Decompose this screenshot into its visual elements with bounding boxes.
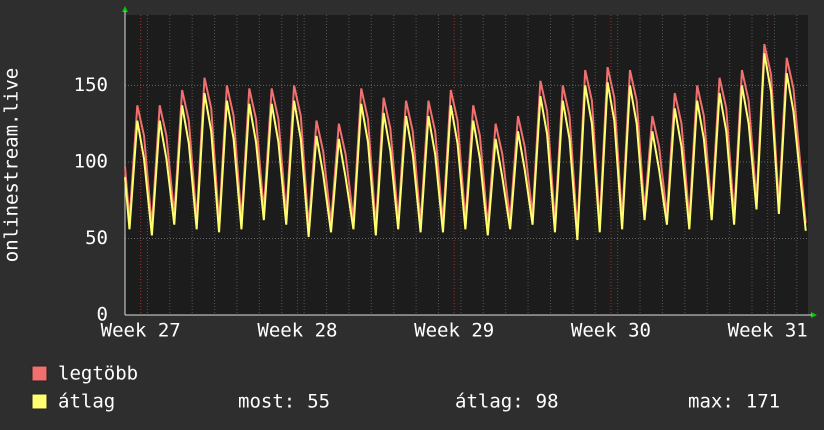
x-tick-label: Week 30 (571, 320, 651, 342)
stat-label: most: (238, 391, 295, 413)
y-axis-label: onlinestream.live (1, 68, 23, 262)
y-tick-label: 100 (74, 150, 108, 172)
stat-value: 98 (536, 391, 559, 413)
x-tick-label: Week 29 (414, 320, 494, 342)
legend-swatch (31, 393, 48, 410)
legend-label: átlag (58, 391, 115, 413)
x-tick-label: Week 31 (728, 320, 808, 342)
x-tick-label: Week 27 (101, 320, 181, 342)
arrow (811, 312, 817, 318)
legend-swatch (31, 365, 48, 382)
y-tick-label: 150 (74, 74, 108, 96)
y-tick-label: 50 (85, 227, 108, 249)
arrow (122, 6, 128, 12)
stat-label: max: (688, 391, 734, 413)
series-line (124, 43, 807, 231)
stat-label: átlag: (455, 391, 524, 413)
legend-label: legtöbb (58, 363, 138, 385)
series-line (124, 53, 807, 241)
y-tick-label: 0 (97, 304, 108, 326)
x-tick-label: Week 28 (257, 320, 337, 342)
stat-value: 55 (307, 391, 330, 413)
stat-value: 171 (746, 391, 780, 413)
